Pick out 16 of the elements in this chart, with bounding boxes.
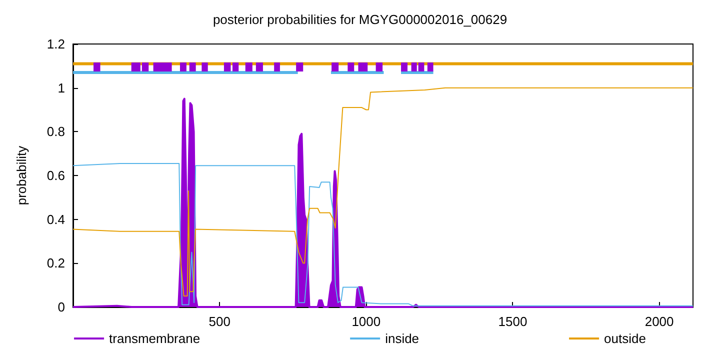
- y-tick-label: 0.8: [46, 124, 65, 140]
- x-tick-label: 1500: [498, 314, 528, 329]
- y-axis-title: probability: [14, 145, 29, 206]
- y-tick-label: 1.2: [46, 36, 65, 52]
- y-tick-label: 0.6: [46, 168, 65, 183]
- y-tick-label: 0: [58, 300, 65, 314]
- chart-title: posterior probabilities for MGYG000002016_00629: [212, 12, 508, 27]
- y-tick-label: 0.2: [46, 256, 65, 271]
- y-tick-label: 0.4: [46, 212, 65, 227]
- x-tick-label: 2000: [644, 314, 674, 329]
- legend-label: transmembrane: [109, 331, 200, 346]
- legend-label: outside: [604, 331, 646, 346]
- x-tick-label: 1000: [352, 314, 381, 329]
- y-tick-label: 1: [58, 80, 65, 96]
- x-tick-label: 500: [208, 314, 230, 329]
- legend-label: inside: [385, 331, 420, 346]
